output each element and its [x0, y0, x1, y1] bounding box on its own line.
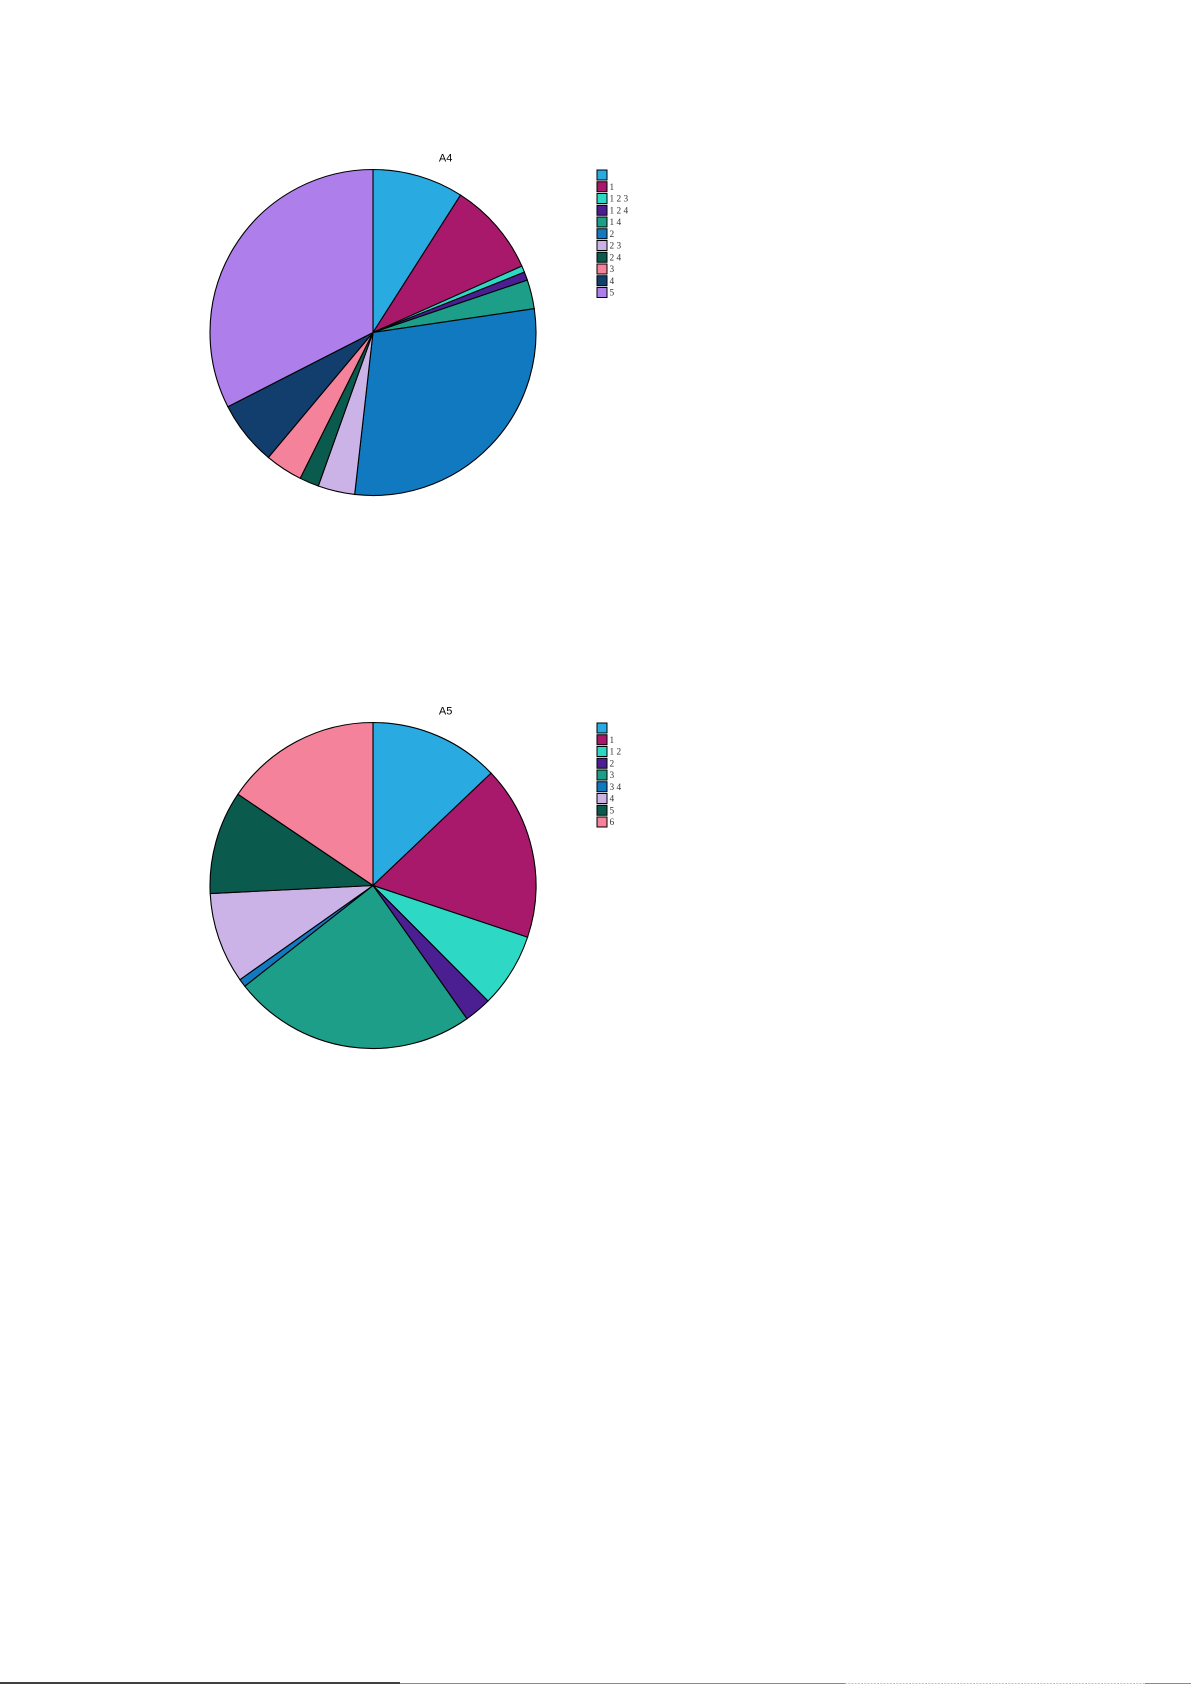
svg-text:A4: A4: [439, 153, 452, 165]
svg-text:1 2 3: 1 2 3: [610, 195, 629, 205]
svg-text:1 4: 1 4: [610, 218, 622, 228]
svg-text:2: 2: [610, 759, 615, 769]
svg-text:A5: A5: [439, 706, 452, 718]
svg-text:3: 3: [610, 771, 615, 781]
svg-text:2 3: 2 3: [610, 242, 622, 252]
svg-text:1: 1: [610, 736, 615, 746]
svg-text:2: 2: [610, 230, 615, 240]
svg-text:1 2: 1 2: [610, 748, 622, 758]
svg-text:4: 4: [610, 795, 615, 805]
svg-text:1 2 4: 1 2 4: [610, 206, 629, 216]
svg-text:3 4: 3 4: [610, 783, 622, 793]
svg-text:5: 5: [610, 806, 615, 816]
svg-text:2 4: 2 4: [610, 253, 622, 263]
svg-text:5: 5: [610, 289, 615, 299]
svg-text:3: 3: [610, 265, 615, 275]
svg-text:1: 1: [610, 183, 615, 193]
svg-text:4: 4: [610, 277, 615, 287]
svg-text:6: 6: [610, 818, 615, 828]
